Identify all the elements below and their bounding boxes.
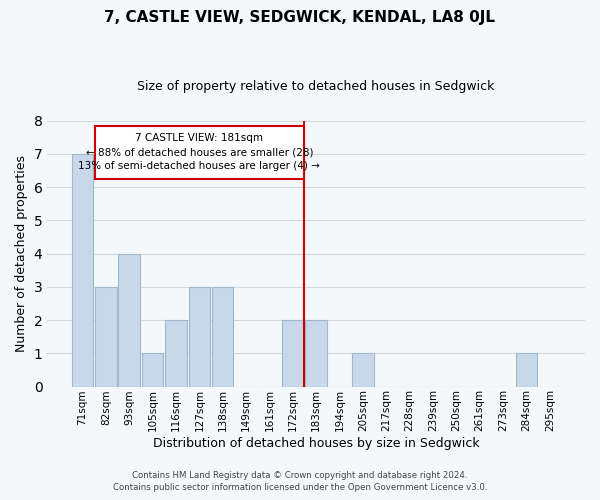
Bar [118, 254, 140, 386]
Bar [515, 354, 537, 386]
Bar [188, 287, 210, 386]
Text: Contains HM Land Registry data © Crown copyright and database right 2024.
Contai: Contains HM Land Registry data © Crown c… [113, 471, 487, 492]
Bar [95, 287, 116, 386]
Y-axis label: Number of detached properties: Number of detached properties [15, 155, 28, 352]
Text: 7 CASTLE VIEW: 181sqm
← 88% of detached houses are smaller (28)
13% of semi-deta: 7 CASTLE VIEW: 181sqm ← 88% of detached … [79, 133, 320, 171]
Bar [72, 154, 93, 386]
FancyBboxPatch shape [95, 126, 304, 178]
Bar [352, 354, 374, 386]
Bar [305, 320, 327, 386]
Bar [142, 354, 163, 386]
Bar [212, 287, 233, 386]
Bar [165, 320, 187, 386]
Bar [282, 320, 304, 386]
Text: 7, CASTLE VIEW, SEDGWICK, KENDAL, LA8 0JL: 7, CASTLE VIEW, SEDGWICK, KENDAL, LA8 0J… [104, 10, 496, 25]
Title: Size of property relative to detached houses in Sedgwick: Size of property relative to detached ho… [137, 80, 495, 93]
X-axis label: Distribution of detached houses by size in Sedgwick: Distribution of detached houses by size … [153, 437, 479, 450]
